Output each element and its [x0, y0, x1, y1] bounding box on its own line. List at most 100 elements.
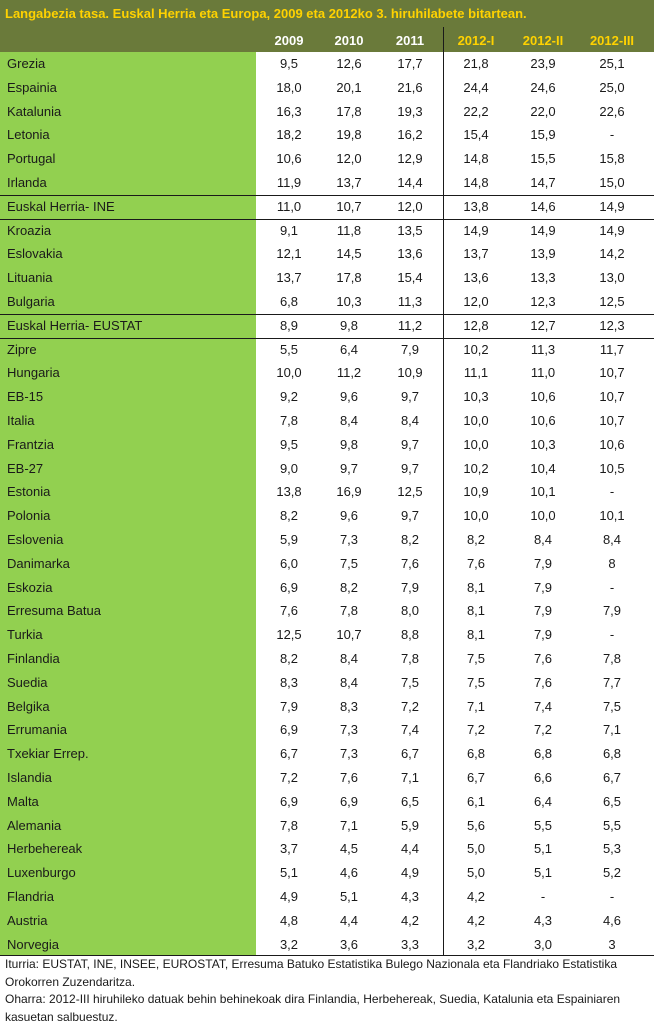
value-cell: 12,0	[397, 198, 423, 214]
value-cell: 13,8	[463, 198, 489, 214]
value-cell: 5,2	[602, 865, 622, 881]
row-separator	[0, 337, 654, 339]
value-cell: 7,5	[400, 674, 420, 690]
value-cell: 4,4	[400, 841, 420, 857]
table-row: Frantzia 9,5 9,8 9,7 10,0 10,3 10,6	[0, 433, 654, 457]
value-cell: 6,7	[279, 746, 299, 762]
value-cell: -	[609, 889, 615, 904]
row-label: Luxenburgo	[7, 865, 76, 881]
value-cell: 8,2	[279, 508, 299, 524]
row-label: Malta	[7, 793, 39, 809]
value-cell: 12,1	[276, 246, 302, 262]
value-cell: -	[609, 579, 615, 595]
value-cell: -	[609, 627, 615, 643]
value-cell: 14,8	[463, 151, 489, 167]
value-cell: 6,5	[602, 793, 622, 809]
column-header-2012-ii: 2012-II	[522, 33, 564, 48]
value-cell: 6,8	[279, 294, 299, 309]
value-cell: 8,0	[400, 603, 420, 619]
value-cell: 7,4	[400, 722, 420, 738]
value-cell: -	[609, 484, 615, 500]
value-cell: 11,8	[336, 222, 362, 238]
row-label: Eslovakia	[7, 246, 63, 262]
row-label: Danimarka	[7, 555, 70, 571]
value-cell: 13,5	[397, 222, 423, 238]
row-label: Herbehereak	[7, 841, 83, 857]
value-cell: 7,3	[339, 746, 359, 762]
value-cell: 10,6	[599, 436, 625, 452]
value-cell: 4,8	[279, 912, 299, 928]
value-cell: 6,1	[466, 793, 486, 809]
table-row: Austria 4,8 4,4 4,2 4,2 4,3 4,6	[0, 909, 654, 933]
value-cell: 7,1	[466, 698, 486, 714]
row-label: Turkia	[7, 627, 43, 643]
row-label: Errumania	[7, 722, 67, 738]
value-cell: 3,2	[279, 936, 299, 952]
value-cell: 6,0	[279, 555, 299, 571]
value-cell: 10,3	[530, 436, 556, 452]
value-cell: 3,7	[279, 841, 299, 857]
value-cell: 11,0	[530, 365, 556, 381]
value-cell: 7,5	[466, 674, 486, 690]
value-cell: 23,9	[530, 56, 556, 71]
value-cell: 14,8	[463, 175, 489, 190]
value-cell: 12,0	[463, 294, 489, 309]
row-label: EB-15	[7, 389, 44, 405]
value-cell: 12,7	[530, 317, 556, 333]
value-cell: 10,7	[336, 627, 362, 643]
value-cell: 7,8	[279, 817, 299, 833]
value-cell: 10,6	[530, 389, 556, 405]
value-cell: 10,9	[463, 484, 489, 500]
row-label: Eslovenia	[7, 532, 64, 547]
value-cell: 3,3	[400, 936, 420, 952]
row-separator	[0, 313, 654, 315]
value-cell: 7,9	[533, 555, 553, 571]
row-label: Polonia	[7, 508, 51, 524]
table-row: Letonia 18,2 19,8 16,2 15,4 15,9 -	[0, 123, 654, 147]
value-cell: 4,3	[533, 912, 553, 928]
table-row: EB-27 9,0 9,7 9,7 10,2 10,4 10,5	[0, 457, 654, 481]
value-cell: 7,8	[339, 603, 359, 619]
table-row: Danimarka 6,0 7,5 7,6 7,6 7,9 8	[0, 552, 654, 576]
row-label: Erresuma Batua	[7, 603, 101, 619]
footnotes: Iturria: EUSTAT, INE, INSEE, EUROSTAT, E…	[5, 956, 650, 1026]
value-cell: 8,1	[466, 627, 486, 643]
remark-note: Oharra: 2012-III hiruhileko datuak behin…	[5, 992, 621, 1024]
table-row: Belgika 7,9 8,3 7,2 7,1 7,4 7,5	[0, 695, 654, 719]
value-cell: 3,6	[339, 936, 359, 952]
row-label: Islandia	[7, 770, 52, 785]
value-cell: 10,0	[463, 436, 489, 452]
value-cell: 12,6	[336, 56, 362, 71]
table-row: Zipre 5,5 6,4 7,9 10,2 11,3 11,7	[0, 338, 654, 362]
value-cell: 13,7	[463, 246, 489, 262]
value-cell: 15,5	[530, 151, 556, 167]
value-cell: 12,8	[463, 317, 489, 333]
value-cell: 15,4	[397, 270, 423, 286]
value-cell: 10,4	[530, 460, 556, 476]
row-separator	[0, 218, 654, 220]
value-cell: 3,2	[466, 936, 486, 952]
value-cell: 8,4	[602, 532, 622, 547]
value-cell: 14,9	[463, 222, 489, 238]
value-cell: 5,1	[533, 865, 553, 881]
value-cell: 15,0	[599, 175, 625, 190]
value-cell: 9,7	[400, 460, 420, 476]
value-cell: 8	[608, 555, 616, 571]
value-cell: 8,9	[279, 317, 299, 333]
table-row: Flandria 4,9 5,1 4,3 4,2 - -	[0, 885, 654, 909]
value-cell: 7,9	[602, 603, 622, 619]
value-cell: 7,9	[400, 579, 420, 595]
row-label: Alemania	[7, 817, 62, 833]
value-cell: 10,2	[463, 460, 489, 476]
value-cell: 7,2	[279, 770, 299, 785]
table-row: Alemania 7,8 7,1 5,9 5,6 5,5 5,5	[0, 814, 654, 838]
value-cell: 17,8	[336, 103, 362, 119]
value-cell: 11,2	[397, 317, 423, 333]
table-row: Eskozia 6,9 8,2 7,9 8,1 7,9 -	[0, 576, 654, 600]
value-cell: 6,7	[466, 770, 486, 785]
value-cell: 10,6	[530, 413, 556, 428]
table-title: Langabezia tasa. Euskal Herria eta Europ…	[0, 0, 654, 27]
value-cell: 7,8	[602, 651, 622, 666]
value-cell: 7,6	[533, 674, 553, 690]
value-cell: 4,2	[466, 889, 486, 904]
